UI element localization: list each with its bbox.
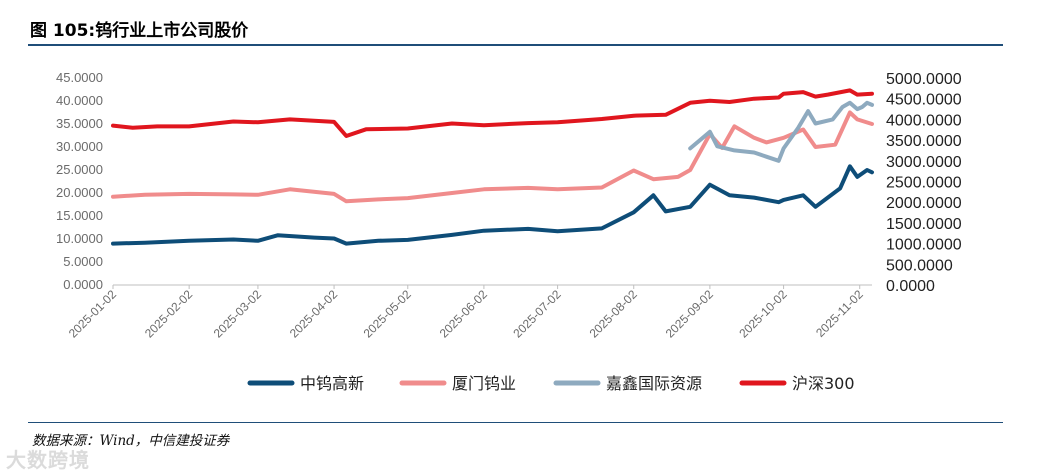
right-tick-label: 3000.0000 bbox=[886, 154, 962, 171]
right-tick-label: 2000.0000 bbox=[886, 195, 962, 212]
x-tick-label: 2025-08-02 bbox=[587, 287, 641, 341]
right-axis: 0.0000 500.0000 1000.0000 1500.0000 2000.000… bbox=[886, 71, 962, 295]
x-tick-label: 2025-01-02 bbox=[66, 287, 120, 341]
right-tick-label: 2500.0000 bbox=[886, 175, 962, 192]
left-axis: 0.0000 5.0000 10.0000 15.0000 20.0000 25.0000… bbox=[56, 70, 103, 292]
left-tick-label: 20.0000 bbox=[56, 185, 103, 200]
legend-label: 沪深300 bbox=[792, 374, 855, 393]
left-tick-label: 45.0000 bbox=[56, 70, 103, 85]
title-divider bbox=[28, 44, 1003, 46]
x-axis: 2025-01-02 2025-02-02 2025-03-02 2025-04-02… bbox=[66, 284, 872, 341]
right-tick-label: 1000.0000 bbox=[886, 237, 962, 254]
x-tick-label: 2025-04-02 bbox=[287, 287, 341, 341]
left-tick-label: 15.0000 bbox=[56, 208, 103, 223]
legend: 中钨高新 厦门钨业 嘉鑫国际资源 沪深300 bbox=[247, 374, 855, 393]
series-line bbox=[111, 110, 874, 204]
left-tick-label: 40.0000 bbox=[56, 93, 103, 108]
line-chart: 0.0000 5.0000 10.0000 15.0000 20.0000 25.0000… bbox=[56, 70, 962, 393]
x-tick-label: 2025-06-02 bbox=[437, 287, 491, 341]
left-tick-label: 35.0000 bbox=[56, 116, 103, 131]
source-divider bbox=[28, 422, 1003, 423]
right-tick-label: 4500.0000 bbox=[886, 92, 962, 109]
x-tick-label: 2025-03-02 bbox=[211, 287, 265, 341]
legend-label: 厦门钨业 bbox=[452, 374, 516, 393]
watermark: 大数跨境 bbox=[6, 448, 90, 472]
x-tick-label: 2025-11-02 bbox=[813, 287, 866, 340]
left-tick-label: 0.0000 bbox=[63, 277, 103, 292]
left-tick-label: 5.0000 bbox=[63, 254, 103, 269]
x-tick-label: 2025-09-02 bbox=[663, 287, 717, 341]
figure-title: 图 105:钨行业上市公司股价 bbox=[30, 21, 249, 41]
right-tick-label: 3500.0000 bbox=[886, 133, 962, 150]
source-note: 数据来源：Wind，中信建投证券 bbox=[32, 433, 230, 449]
x-tick-label: 2025-02-02 bbox=[142, 287, 196, 341]
x-tick-label: 2025-05-02 bbox=[361, 287, 415, 341]
series-line bbox=[111, 164, 874, 246]
right-tick-label: 0.0000 bbox=[886, 278, 935, 295]
right-tick-label: 500.0000 bbox=[886, 257, 953, 274]
legend-label: 嘉鑫国际资源 bbox=[606, 374, 702, 393]
right-tick-label: 1500.0000 bbox=[886, 216, 962, 233]
legend-label: 中钨高新 bbox=[300, 374, 364, 393]
left-tick-label: 25.0000 bbox=[56, 162, 103, 177]
series-line bbox=[111, 88, 874, 138]
x-tick-label: 2025-07-02 bbox=[510, 287, 564, 341]
right-tick-label: 5000.0000 bbox=[886, 71, 962, 88]
right-tick-label: 4000.0000 bbox=[886, 112, 962, 129]
left-tick-label: 10.0000 bbox=[56, 231, 103, 246]
series-layer bbox=[111, 88, 874, 246]
left-tick-label: 30.0000 bbox=[56, 139, 103, 154]
x-tick-label: 2025-10-02 bbox=[736, 287, 790, 341]
series-line bbox=[688, 100, 874, 163]
